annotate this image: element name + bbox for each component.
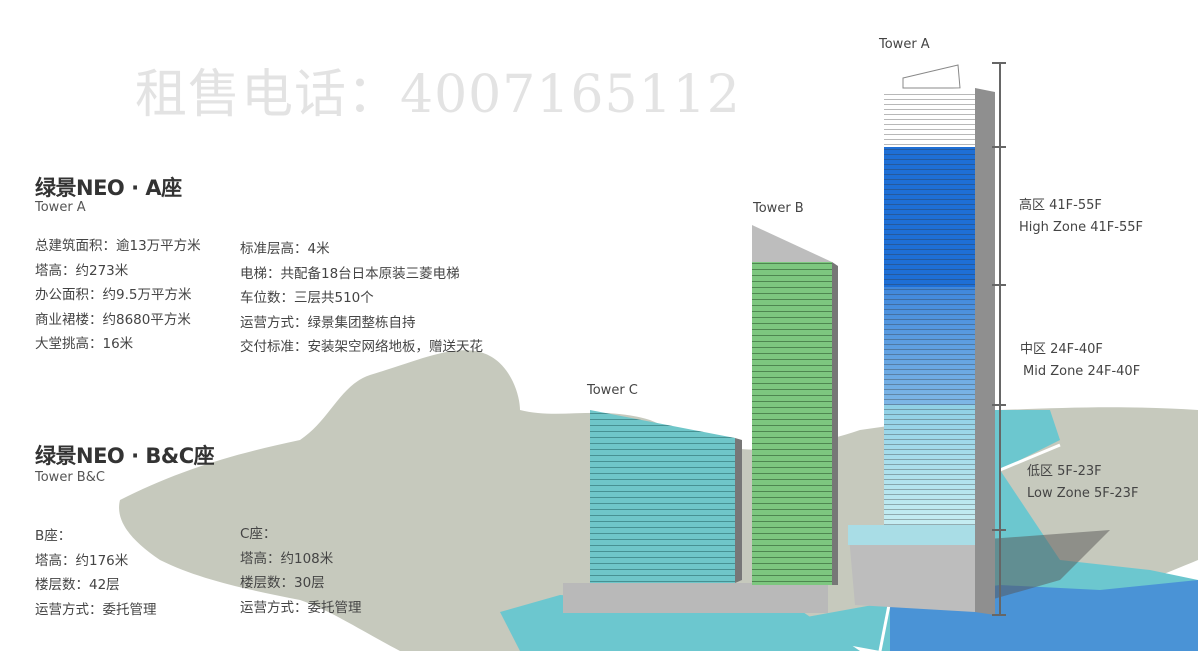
tower-a-title: 绿景NEO · A座	[35, 176, 182, 200]
spec: 大堂挑高：16米	[35, 336, 134, 352]
zone-cn: 中区 24F-40F	[1020, 342, 1103, 357]
spec: 交付标准：安装架空网络地板，赠送天花	[240, 339, 483, 355]
spec: 塔高：约176米	[35, 552, 129, 569]
zone-en: Low Zone 5F-23F	[1027, 486, 1139, 501]
watermark: 租售电话：4007165112	[135, 65, 741, 125]
tower-bc-subtitle: Tower B&C	[35, 470, 105, 485]
spec: C座：	[240, 526, 277, 542]
zone-en: Mid Zone 24F-40F	[1023, 364, 1141, 379]
spec: 办公面积：约9.5万平方米	[35, 287, 192, 303]
spec: 总建筑面积：逾13万平方米	[35, 238, 201, 254]
zone-high: 高区 41F-55F High Zone 41F-55F	[1019, 195, 1143, 239]
label-tower-a: Tower A	[879, 37, 930, 52]
tower-bc-title: 绿景NEO · B&C座	[35, 444, 215, 468]
spec: B座：	[35, 528, 72, 544]
zone-mid: 中区 24F-40F Mid Zone 24F-40F	[1020, 339, 1140, 383]
label-tower-c: Tower C	[587, 383, 638, 398]
tower-c-specs: C座： 塔高：约108米 楼层数：30层 运营方式：委托管理	[240, 522, 362, 620]
spec: 商业裙楼：约8680平方米	[35, 311, 191, 328]
tower-a-crown	[902, 64, 961, 89]
tower-a-specs-right: 标准层高：4米 电梯：共配备18台日本原装三菱电梯 车位数：三层共510个 运营…	[240, 237, 483, 360]
tower-a-specs-left: 总建筑面积：逾13万平方米 塔高：约273米 办公面积：约9.5万平方米 商业裙…	[35, 234, 201, 357]
tower-b-specs: B座： 塔高：约176米 楼层数：42层 运营方式：委托管理	[35, 524, 157, 622]
zone-cn: 低区 5F-23F	[1027, 464, 1102, 479]
spec: 电梯：共配备18台日本原装三菱电梯	[240, 265, 460, 282]
spec: 楼层数：42层	[35, 577, 120, 593]
label-tower-b: Tower B	[753, 201, 804, 216]
spec: 运营方式：委托管理	[240, 599, 362, 616]
podium-bc	[563, 583, 828, 613]
spec: 运营方式：委托管理	[35, 601, 157, 618]
tower-b-roof	[752, 225, 832, 262]
zone-cn: 高区 41F-55F	[1019, 198, 1102, 213]
spec: 标准层高：4米	[240, 241, 330, 257]
spec: 塔高：约273米	[35, 262, 129, 279]
podium-a	[848, 525, 975, 612]
spec: 塔高：约108米	[240, 550, 334, 567]
zone-en: High Zone 41F-55F	[1019, 220, 1143, 235]
zone-scale	[992, 62, 1006, 616]
spec: 车位数：三层共510个	[240, 290, 374, 306]
zone-low: 低区 5F-23F Low Zone 5F-23F	[1027, 461, 1138, 505]
tower-a-subtitle: Tower A	[35, 200, 86, 215]
spec: 运营方式：绿景集团整栋自持	[240, 314, 416, 331]
spec: 楼层数：30层	[240, 575, 325, 591]
